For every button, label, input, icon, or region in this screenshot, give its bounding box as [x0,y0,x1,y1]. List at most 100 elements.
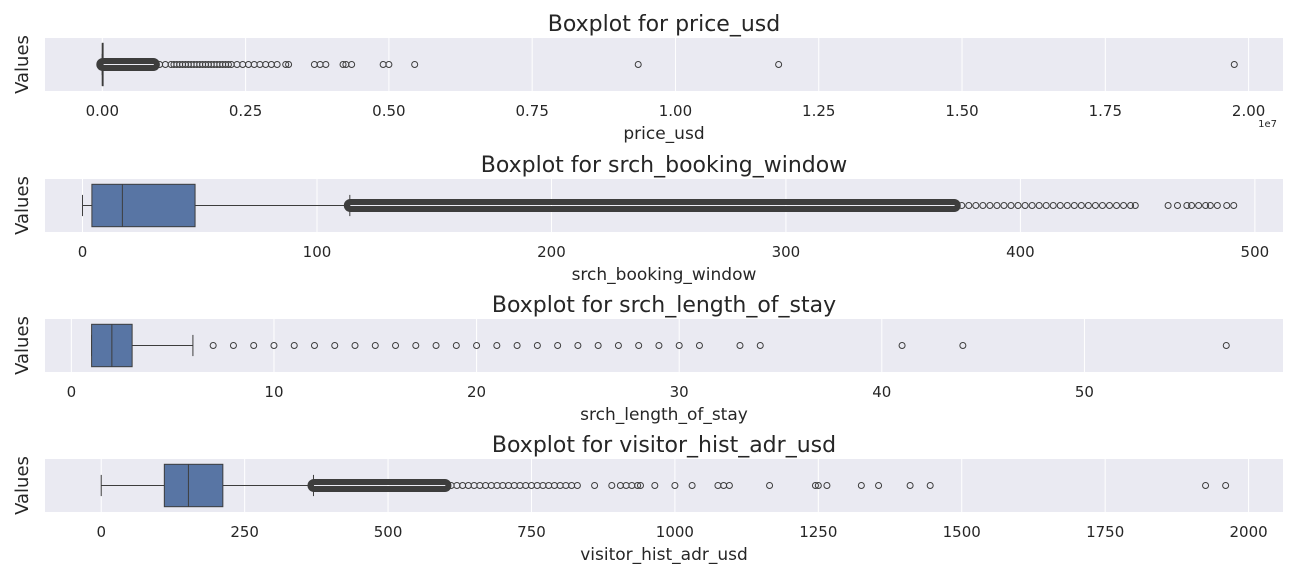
outlier-point [1222,482,1230,489]
outlier-point [339,61,347,68]
outlier-point [224,61,232,68]
x-tick-label: 400 [1006,243,1035,261]
outlier-point [926,482,934,489]
x-tick-label: 250 [230,523,259,541]
outlier-point [351,342,359,349]
outlier-point [209,342,217,349]
outlier-point [285,61,293,68]
outlier-point [1049,202,1057,209]
outlier-point [282,61,290,68]
outlier-point [756,342,764,349]
outlier-point [574,342,582,349]
outlier-point [972,202,980,209]
chart-title: Boxplot for visitor_hist_adr_usd [492,433,836,458]
x-tick-label: 0.25 [229,102,262,120]
outlier-point [875,482,883,489]
outlier-point [1202,482,1210,489]
outlier-point [513,342,521,349]
x-tick-label: 1.75 [1089,102,1122,120]
outlier-point [1070,202,1078,209]
x-tick-label: 1750 [1086,523,1124,541]
x-tick-label: 1000 [656,523,694,541]
outlier-point [1202,202,1210,209]
outlier-point [688,482,696,489]
outlier-point [1084,202,1092,209]
x-tick-label: 20 [467,383,486,401]
outlier-point [958,202,966,209]
y-axis-label: Values [12,35,33,94]
outlier-point [979,202,987,209]
outlier-point [1223,202,1231,209]
outlier-point [452,342,460,349]
boxplot-panel-4: 0 250 500 750 1000 1250 1500 1750 2000 Boxplot fo… [12,433,1283,565]
outlier-point [695,342,703,349]
x-axis-label: srch_length_of_stay [580,405,748,425]
outlier-point [675,342,683,349]
outlier-point [1188,202,1196,209]
outlier-point [1077,202,1085,209]
outlier-point [1173,202,1181,209]
x-tick-label: 50 [1075,383,1094,401]
x-tick-label: 0.75 [515,102,548,120]
iqr-box [163,463,224,508]
x-tick-label: 1.25 [802,102,835,120]
outlier-point [814,482,822,489]
outlier-point [1105,202,1113,209]
outlier-point [959,342,967,349]
x-tick-label: 0 [67,383,77,401]
x-tick-label: 300 [772,243,801,261]
outlier-point [651,482,659,489]
outlier-point [493,342,501,349]
outlier-point [432,342,440,349]
outlier-point [385,61,393,68]
x-axis-label: visitor_hist_adr_usd [580,545,748,565]
outlier-point [229,342,237,349]
x-tick-label: 1.00 [659,102,692,120]
outlier-point [1222,342,1230,349]
x-tick-label: 200 [537,243,566,261]
outlier-point [371,342,379,349]
outlier-point [1021,202,1029,209]
outlier-point [725,482,733,489]
iqr-box [91,183,196,228]
outlier-point [614,342,622,349]
outlier-point [1042,202,1050,209]
outlier-point [1127,202,1135,209]
outlier-point [348,61,356,68]
outlier-point [1131,202,1139,209]
plot-area [45,319,1283,372]
y-axis-label: Values [12,456,33,515]
outlier-point [250,342,258,349]
outlier-point [1230,61,1238,68]
outlier-point [1035,202,1043,209]
x-tick-label: 1250 [799,523,837,541]
x-axis-label: srch_booking_window [572,265,757,285]
outlier-point [857,482,865,489]
outlier-point [533,342,541,349]
y-axis-label: Values [12,316,33,375]
outlier-point [310,342,318,349]
outlier-point [811,482,819,489]
x-tick-label: 100 [303,243,332,261]
outlier-point [906,482,914,489]
boxplot-panel-3: 0 10 20 30 40 50 Boxplot for srch_length_of_st… [12,293,1283,425]
outlier-point [1164,202,1172,209]
outlier-point [1063,202,1071,209]
x-tick-label: 0.00 [86,102,119,120]
x-tick-label: 30 [670,383,689,401]
outlier-point [1007,202,1015,209]
outlier-point [608,482,616,489]
outlier-point [655,342,663,349]
outlier-point [270,342,278,349]
outlier-point [635,342,643,349]
chart-title: Boxplot for srch_booking_window [481,153,847,178]
x-tick-label: 0 [78,243,88,261]
x-tick-label: 0 [96,523,106,541]
outlier-point [1000,202,1008,209]
outlier-point [322,61,330,68]
outlier-point [1230,202,1238,209]
x-tick-label: 2.00 [1232,102,1265,120]
outlier-point [290,342,298,349]
chart-title: Boxplot for price_usd [548,12,780,37]
